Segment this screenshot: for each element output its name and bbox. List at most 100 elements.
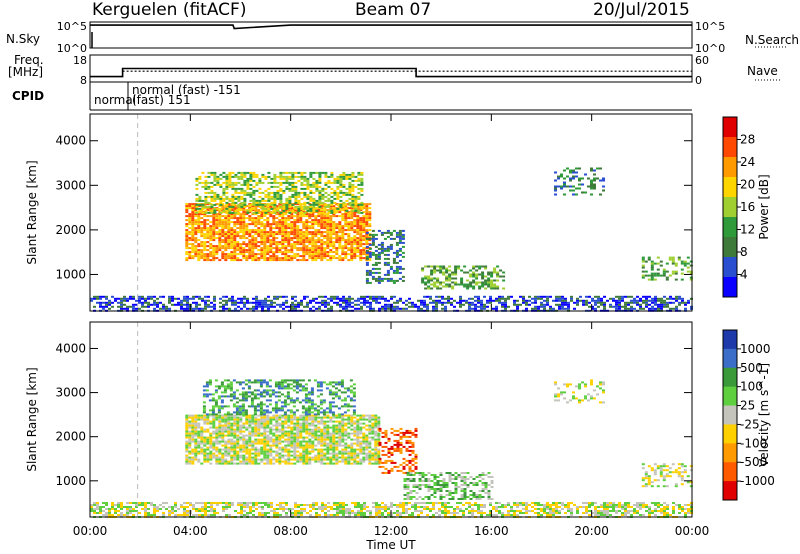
- scatter-cell: [317, 249, 321, 252]
- scatter-cell: [387, 508, 390, 510]
- scatter-cell: [219, 297, 222, 300]
- scatter-cell: [291, 512, 294, 514]
- scatter-cell: [492, 508, 495, 510]
- scatter-cell: [314, 251, 318, 254]
- scatter-cell: [359, 416, 363, 419]
- scatter-cell: [174, 297, 177, 300]
- scatter-cell: [162, 303, 165, 306]
- scatter-cell: [594, 514, 597, 516]
- scatter-cell: [294, 199, 298, 202]
- scatter-cell: [296, 249, 300, 252]
- scatter-cell: [195, 203, 199, 206]
- scatter-cell: [261, 301, 264, 304]
- scatter-cell: [114, 297, 117, 300]
- scatter-cell: [200, 243, 204, 246]
- scatter-cell: [323, 251, 327, 254]
- scatter-cell: [351, 199, 355, 202]
- scatter-cell: [564, 303, 567, 306]
- scatter-cell: [200, 235, 204, 238]
- scatter-cell: [251, 221, 255, 224]
- scatter-cell: [236, 231, 240, 234]
- scatter-cell: [299, 235, 303, 238]
- scatter-cell: [668, 256, 672, 259]
- scatter-cell: [240, 173, 244, 176]
- scatter-cell: [227, 247, 231, 250]
- scatter-cell: [300, 301, 303, 304]
- scatter-cell: [218, 209, 222, 212]
- scatter-cell: [264, 177, 268, 180]
- scatter-cell: [430, 265, 434, 268]
- scatter-cell: [311, 257, 315, 260]
- scatter-cell: [489, 512, 492, 514]
- scatter-cell: [489, 504, 492, 506]
- scatter-cell: [624, 307, 627, 310]
- scatter-cell: [188, 203, 192, 206]
- scatter-cell: [338, 422, 342, 425]
- scatter-cell: [246, 307, 249, 310]
- scatter-cell: [168, 301, 171, 304]
- scatter-cell: [221, 211, 225, 214]
- scatter-cell: [317, 416, 321, 419]
- scatter-cell: [308, 257, 312, 260]
- scatter-cell: [344, 418, 348, 421]
- scatter-cell: [585, 502, 588, 504]
- scatter-cell: [546, 508, 549, 510]
- scatter-cell: [645, 295, 648, 298]
- scatter-cell: [287, 259, 291, 262]
- scatter-cell: [396, 299, 399, 302]
- scatter-cell: [338, 211, 342, 214]
- scatter-cell: [201, 514, 204, 516]
- scatter-cell: [198, 207, 202, 210]
- scatter-cell: [195, 295, 198, 298]
- scatter-cell: [573, 307, 576, 310]
- scatter-cell: [336, 181, 340, 184]
- scatter-cell: [327, 203, 331, 206]
- scatter-cell: [522, 297, 525, 300]
- scatter-cell: [269, 422, 273, 425]
- scatter-cell: [275, 247, 279, 250]
- scatter-cell: [185, 219, 189, 222]
- scatter-cell: [389, 237, 393, 240]
- scatter-cell: [162, 512, 165, 514]
- scatter-cell: [468, 504, 471, 506]
- scatter-cell: [273, 211, 277, 214]
- scatter-cell: [374, 245, 378, 248]
- scatter-cell: [180, 301, 183, 304]
- scatter-cell: [225, 201, 229, 204]
- scatter-cell: [228, 297, 231, 300]
- scatter-cell: [141, 502, 144, 504]
- scatter-cell: [342, 299, 345, 302]
- scatter-cell: [222, 305, 225, 308]
- scatter-cell: [251, 414, 255, 417]
- scatter-cell: [227, 428, 231, 431]
- scatter-cell: [191, 205, 195, 208]
- scatter-cell: [320, 422, 324, 425]
- scatter-cell: [439, 269, 443, 272]
- scatter-cell: [383, 237, 387, 240]
- scatter-cell: [93, 504, 96, 506]
- scatter-cell: [273, 514, 276, 516]
- scatter-cell: [180, 504, 183, 506]
- scatter-cell: [281, 422, 285, 425]
- scatter-cell: [347, 247, 351, 250]
- scatter-cell: [356, 422, 360, 425]
- scatter-cell: [236, 209, 240, 212]
- scatter-cell: [302, 253, 306, 256]
- scatter-cell: [522, 301, 525, 304]
- scatter-cell: [444, 297, 447, 300]
- scatter-cell: [194, 428, 198, 431]
- scatter-cell: [653, 272, 657, 275]
- scatter-cell: [284, 211, 288, 214]
- scatter-cell: [156, 297, 159, 300]
- scatter-cell: [183, 297, 186, 300]
- scatter-cell: [270, 301, 273, 304]
- scatter-cell: [275, 414, 279, 417]
- scatter-cell: [222, 307, 225, 310]
- scatter-cell: [206, 223, 210, 226]
- scatter-cell: [651, 299, 654, 302]
- scatter-cell: [650, 272, 654, 275]
- scatter-cell: [401, 233, 405, 236]
- scatter-cell: [513, 514, 516, 516]
- scatter-cell: [272, 235, 276, 238]
- scatter-cell: [278, 416, 282, 419]
